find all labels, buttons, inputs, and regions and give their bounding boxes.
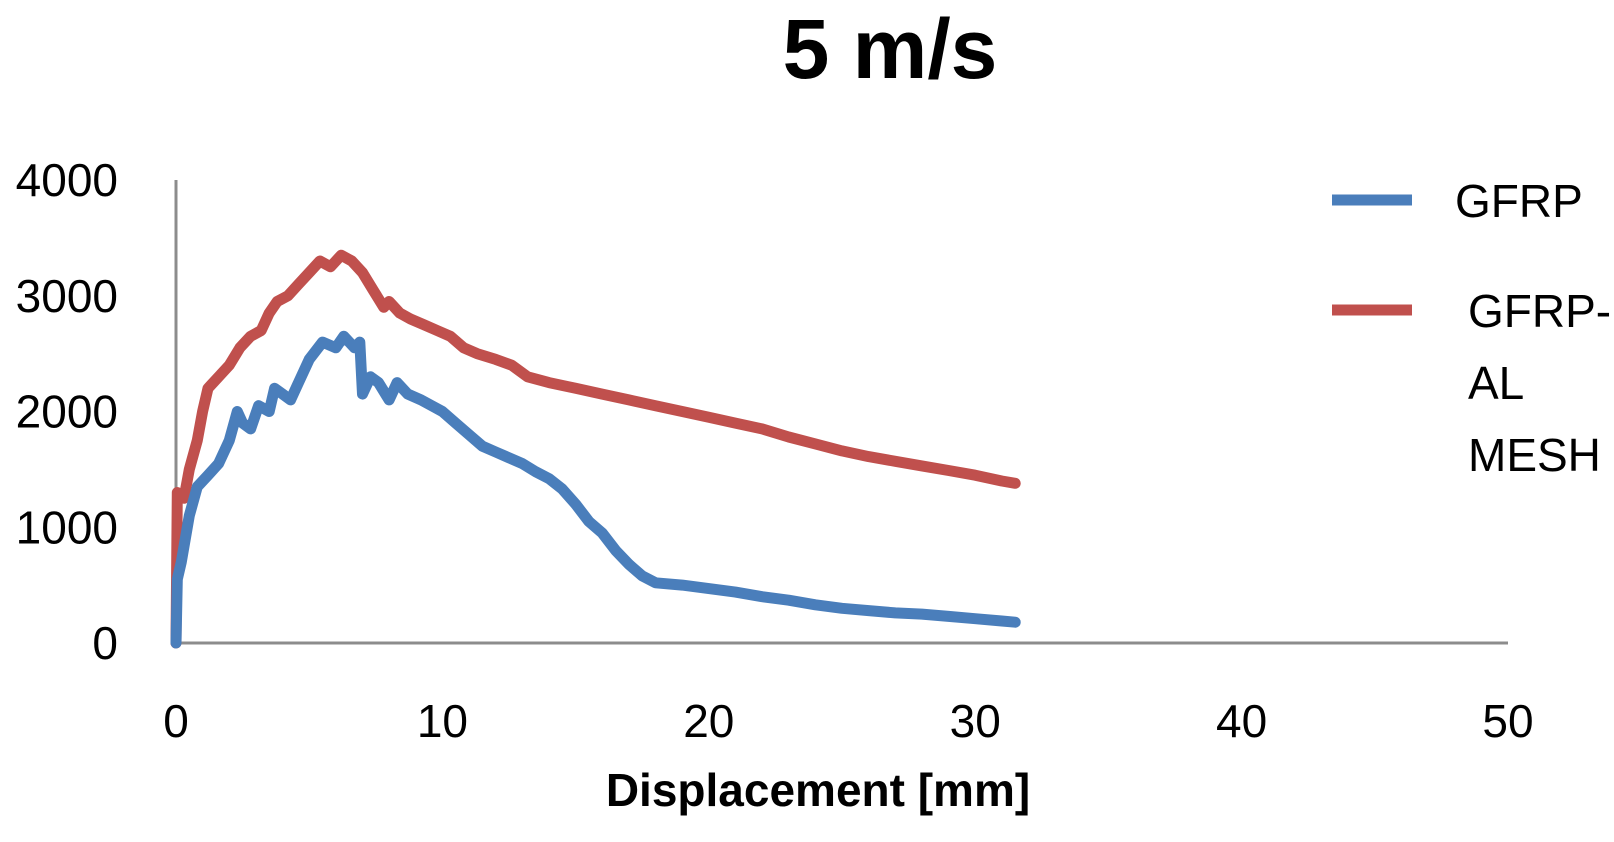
series-layer [170, 249, 1021, 649]
series-line-gfrp-al-mesh [170, 249, 1021, 649]
x-tick-label: 50 [1482, 695, 1533, 747]
series-line-gfrp [170, 330, 1021, 649]
y-tick-label: 2000 [16, 386, 118, 438]
legend-label: GFRP-AL MESH [1468, 285, 1611, 481]
y-tick-labels: 0 1000 2000 3000 4000 [16, 154, 118, 669]
y-tick-label: 0 [92, 617, 118, 669]
x-tick-label: 30 [950, 695, 1001, 747]
x-tick-label: 0 [163, 695, 189, 747]
y-tick-label: 1000 [16, 501, 118, 553]
x-tick-label: 40 [1216, 695, 1267, 747]
x-axis-label: Displacement [mm] [606, 764, 1030, 816]
y-tick-label: 3000 [16, 270, 118, 322]
chart-title: 5 m/s [783, 2, 998, 96]
x-tick-labels: 0 10 20 30 40 50 [163, 695, 1533, 747]
y-tick-label: 4000 [16, 154, 118, 206]
legend-label: GFRP [1455, 175, 1583, 227]
x-tick-label: 10 [417, 695, 468, 747]
x-tick-label: 20 [683, 695, 734, 747]
legend: GFRP GFRP-AL MESH [1332, 175, 1611, 481]
